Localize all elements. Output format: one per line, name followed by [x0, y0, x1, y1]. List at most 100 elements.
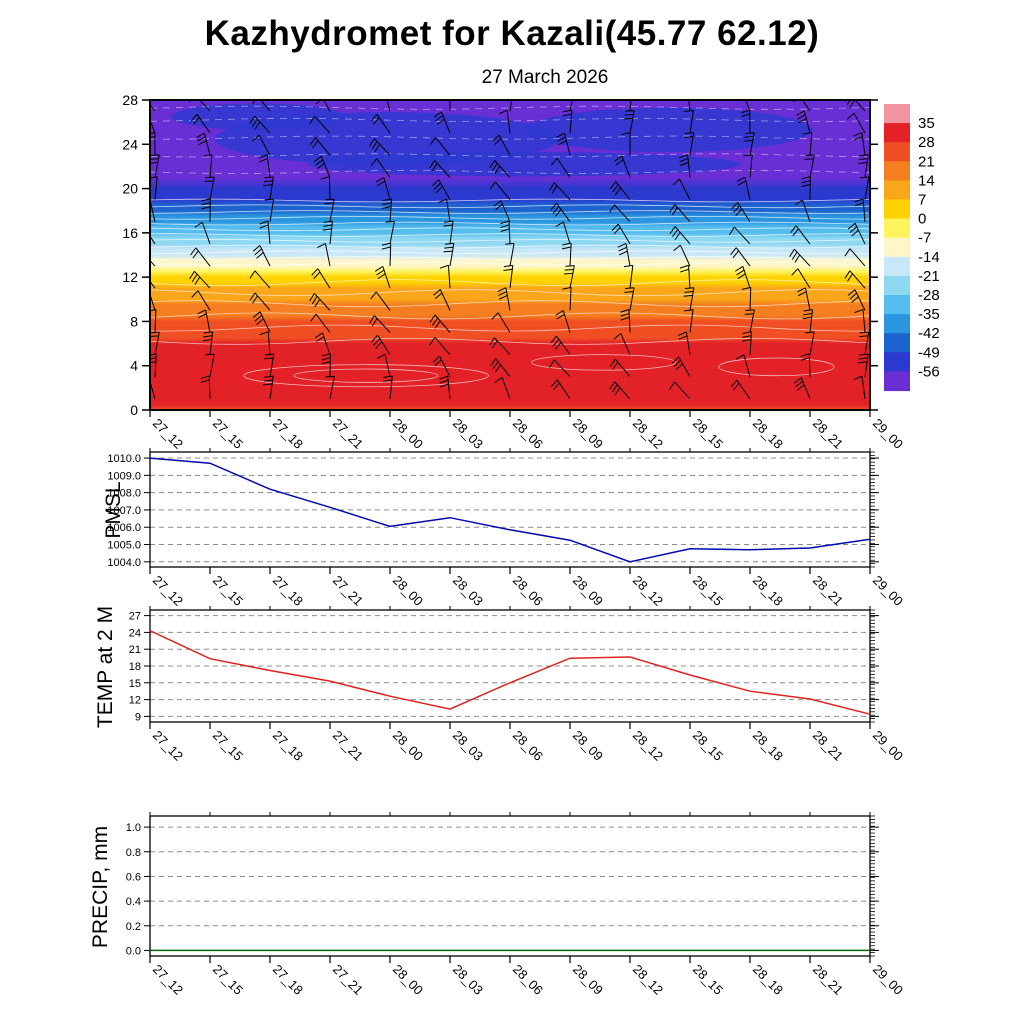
- svg-text:1004.0: 1004.0: [107, 557, 141, 569]
- cross-section-panel: 0 4 8 12 16 20 24 28 27_12 27_15 27_18 27_21 28_00 28…: [122, 92, 906, 452]
- svg-text:1.0: 1.0: [126, 822, 141, 834]
- svg-text:27_18: 27_18: [270, 416, 306, 452]
- svg-text:28: 28: [122, 92, 138, 108]
- svg-text:-56: -56: [918, 363, 940, 380]
- svg-text:28_03: 28_03: [450, 962, 486, 998]
- precip-panel: 1.0 0.8 0.6 0.4 0.2 0.0 27_12 27_15 27_18 27_21 28…: [126, 812, 906, 998]
- svg-text:24: 24: [129, 627, 141, 639]
- svg-text:27_21: 27_21: [330, 573, 366, 609]
- svg-text:27_15: 27_15: [210, 962, 246, 998]
- svg-text:28_18: 28_18: [750, 573, 786, 609]
- page-title: Kazhydromet for Kazali(45.77 62.12): [204, 14, 820, 53]
- svg-text:-42: -42: [918, 325, 940, 342]
- svg-text:28_18: 28_18: [750, 728, 786, 764]
- svg-text:27_12: 27_12: [150, 573, 186, 609]
- svg-text:27_12: 27_12: [150, 962, 186, 998]
- svg-text:8: 8: [130, 313, 138, 329]
- svg-text:29_00: 29_00: [870, 728, 906, 764]
- precip-axis-label: PRECIP, mm: [89, 825, 112, 949]
- svg-text:0.0: 0.0: [126, 945, 141, 957]
- svg-text:28_06: 28_06: [510, 416, 546, 452]
- svg-text:16: 16: [122, 225, 138, 241]
- svg-text:27_21: 27_21: [330, 962, 366, 998]
- svg-text:0.2: 0.2: [126, 921, 141, 933]
- svg-text:0: 0: [130, 402, 138, 418]
- svg-text:28_15: 28_15: [690, 728, 726, 764]
- svg-text:12: 12: [129, 695, 141, 707]
- colorbar: 35 28 21 14 7 0 -7 -14 -21 -28 -35 -42 -49 -56: [884, 104, 940, 392]
- svg-text:28_00: 28_00: [390, 416, 426, 452]
- svg-text:28_03: 28_03: [450, 416, 486, 452]
- svg-text:28_09: 28_09: [570, 962, 606, 998]
- svg-text:28_15: 28_15: [690, 962, 726, 998]
- svg-text:0: 0: [918, 211, 926, 228]
- svg-text:28_03: 28_03: [450, 573, 486, 609]
- svg-text:20: 20: [122, 181, 138, 197]
- svg-text:27_18: 27_18: [270, 573, 306, 609]
- svg-text:27_12: 27_12: [150, 416, 186, 452]
- cross-section-detail: [150, 103, 870, 392]
- svg-text:1008.0: 1008.0: [107, 488, 141, 500]
- svg-text:28_18: 28_18: [750, 962, 786, 998]
- svg-text:27_21: 27_21: [330, 728, 366, 764]
- svg-text:28_21: 28_21: [810, 573, 846, 609]
- svg-text:28_00: 28_00: [390, 573, 426, 609]
- svg-text:27: 27: [129, 611, 141, 623]
- temp-axis-label: TEMP at 2 M: [94, 605, 117, 729]
- svg-text:1010.0: 1010.0: [107, 453, 141, 465]
- svg-text:28_12: 28_12: [630, 573, 666, 609]
- svg-text:0.4: 0.4: [126, 896, 141, 908]
- svg-text:12: 12: [122, 269, 138, 285]
- svg-text:28_12: 28_12: [630, 728, 666, 764]
- svg-text:-49: -49: [918, 344, 940, 361]
- svg-text:27_15: 27_15: [210, 573, 246, 609]
- svg-text:28_15: 28_15: [690, 416, 726, 452]
- svg-text:-14: -14: [918, 249, 940, 266]
- svg-text:-28: -28: [918, 287, 940, 304]
- svg-text:0.6: 0.6: [126, 871, 141, 883]
- svg-text:28: 28: [918, 134, 935, 151]
- svg-text:28_00: 28_00: [390, 728, 426, 764]
- svg-text:29_00: 29_00: [870, 962, 906, 998]
- svg-text:35: 35: [918, 115, 935, 132]
- svg-text:29_00: 29_00: [870, 573, 906, 609]
- svg-text:28_00: 28_00: [390, 962, 426, 998]
- svg-text:27_21: 27_21: [330, 416, 366, 452]
- svg-text:7: 7: [918, 192, 926, 209]
- svg-text:28_06: 28_06: [510, 962, 546, 998]
- svg-text:27_18: 27_18: [270, 728, 306, 764]
- svg-text:29_00: 29_00: [870, 416, 906, 452]
- svg-text:21: 21: [918, 153, 935, 170]
- svg-text:28_15: 28_15: [690, 573, 726, 609]
- svg-text:27_12: 27_12: [150, 728, 186, 764]
- svg-text:-21: -21: [918, 268, 940, 285]
- svg-text:4: 4: [130, 358, 138, 374]
- svg-text:1006.0: 1006.0: [107, 522, 141, 534]
- svg-text:28_09: 28_09: [570, 728, 606, 764]
- svg-text:14: 14: [918, 172, 935, 189]
- svg-text:1005.0: 1005.0: [107, 540, 141, 552]
- pmsl-axis-label: PMSL: [102, 481, 125, 539]
- svg-text:27_15: 27_15: [210, 728, 246, 764]
- svg-text:28_09: 28_09: [570, 573, 606, 609]
- svg-text:0.8: 0.8: [126, 847, 141, 859]
- svg-text:28_09: 28_09: [570, 416, 606, 452]
- svg-text:9: 9: [135, 711, 141, 723]
- svg-text:1007.0: 1007.0: [107, 505, 141, 517]
- date-subtitle: 27 March 2026: [481, 67, 609, 88]
- svg-text:27_18: 27_18: [270, 962, 306, 998]
- svg-text:28_06: 28_06: [510, 728, 546, 764]
- pmsl-panel-line: [149, 457, 871, 563]
- svg-text:28_21: 28_21: [810, 962, 846, 998]
- temp-panel-line: [149, 630, 871, 715]
- temp-panel: 27 24 21 18 15 12 9 27_12 27_15 27_18 27_21 28_00 28…: [129, 606, 906, 764]
- svg-text:28_18: 28_18: [750, 416, 786, 452]
- svg-text:27_15: 27_15: [210, 416, 246, 452]
- svg-text:28_12: 28_12: [630, 416, 666, 452]
- svg-text:28_06: 28_06: [510, 573, 546, 609]
- svg-text:28_21: 28_21: [810, 416, 846, 452]
- wind-barbs-layer: [150, 100, 870, 400]
- svg-text:28_12: 28_12: [630, 962, 666, 998]
